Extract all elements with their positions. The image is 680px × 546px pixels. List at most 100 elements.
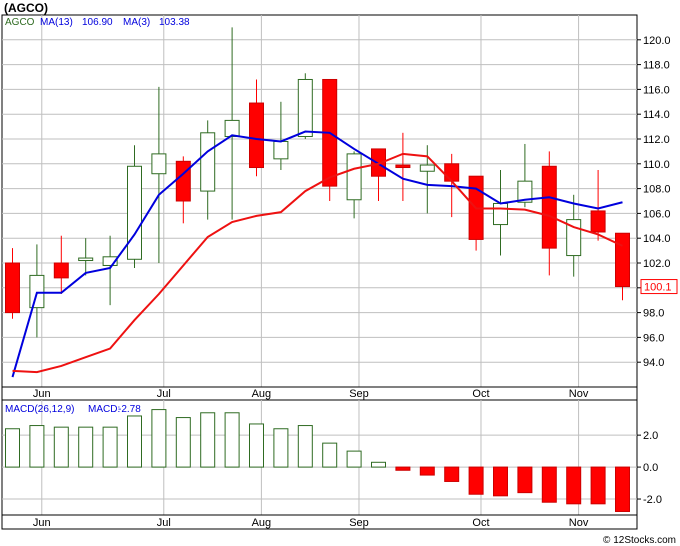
series-line-ma13 [11, 130, 623, 378]
price-y-tick-label: 98.0 [643, 308, 664, 320]
candle-body [273, 140, 289, 160]
macd-bar [53, 426, 69, 468]
macd-bar [78, 426, 94, 468]
macd-bar [5, 428, 20, 468]
macd-y-tick-label: -2.0 [643, 494, 662, 506]
candle-body [444, 163, 460, 182]
macd-bar [127, 415, 142, 468]
macd-y-tick-label: 0.0 [643, 462, 658, 474]
legend-ma3-label: MA(3) [123, 17, 150, 28]
macd-legend-value-label: MACD: [88, 404, 120, 415]
macd-y-tick-label: 2.0 [643, 430, 658, 442]
price-y-tick-label: 118.0 [643, 60, 670, 72]
macd-bar [29, 425, 45, 468]
macd-bars [5, 409, 630, 512]
macd-x-tick-label: Nov [569, 517, 589, 529]
price-legend: AGCO MA(13) 106.90 MA(3) 103.38 [5, 17, 190, 28]
candle-body [590, 210, 606, 233]
price-y-tick-label: 116.0 [643, 84, 670, 96]
legend-ma3-value: 103.38 [159, 17, 190, 28]
price-x-tick-label: Jun [33, 388, 51, 400]
macd-bar [468, 466, 484, 495]
candle-body [346, 153, 362, 201]
macd-legend: MACD(26,12,9) MACD: -2.78 [5, 404, 141, 415]
macd-bar [322, 442, 338, 468]
candle-body [419, 164, 435, 172]
price-x-tick-label: Oct [472, 388, 489, 400]
candle-body [517, 180, 533, 203]
candle-body [395, 164, 411, 169]
moving-average-lines [11, 130, 623, 378]
macd-bar [395, 466, 411, 471]
candle-body [615, 232, 630, 288]
candle-body [127, 165, 142, 260]
macd-legend-value: -2.78 [118, 404, 141, 415]
macd-bar [151, 409, 167, 468]
macd-x-axis: Jun Jul Aug Sep Oct Nov [33, 517, 589, 529]
price-y-tick-label: 112.0 [643, 134, 670, 146]
macd-bar [273, 428, 289, 468]
macd-x-tick-label: Aug [252, 517, 272, 529]
macd-bar [297, 425, 313, 468]
price-y-tick-label: 120.0 [643, 35, 671, 47]
price-panel [1, 14, 638, 388]
candle-body [78, 257, 94, 262]
price-x-tick-label: Sep [349, 388, 369, 400]
macd-x-axis-strip [1, 514, 638, 530]
macd-bar [346, 450, 362, 468]
macd-bar [175, 417, 191, 468]
macd-x-tick-label: Sep [349, 517, 369, 529]
candle-body [371, 148, 386, 177]
price-x-tick-label: Nov [569, 388, 589, 400]
candle-body [224, 119, 240, 138]
price-y-tick-label: 110.0 [643, 159, 670, 171]
macd-bar [590, 466, 606, 505]
candle-body [151, 153, 167, 175]
macd-bar [517, 466, 533, 494]
macd-panel [1, 399, 638, 516]
macd-bar [493, 466, 508, 497]
legend-ma13-label: MA(13) [40, 17, 73, 28]
macd-x-tick-label: Oct [472, 517, 489, 529]
price-x-tick-label: Aug [252, 388, 272, 400]
price-y-tick-label: 108.0 [643, 184, 671, 196]
price-y-tick-label: 114.0 [643, 109, 670, 121]
last-price-tag: 100.1 [640, 279, 678, 295]
price-x-tick-label: Jul [157, 388, 171, 400]
macd-bar [444, 466, 460, 482]
macd-bar [200, 412, 216, 468]
price-y-tick-label: 94.0 [643, 357, 664, 369]
price-x-axis-strip [1, 386, 638, 401]
macd-bar [249, 423, 264, 468]
macd-x-tick-label: Jul [157, 517, 171, 529]
price-y-tick-label: 104.0 [643, 233, 671, 245]
candle-body [541, 165, 557, 249]
macd-bar [102, 426, 118, 468]
last-price-box [640, 279, 678, 295]
macd-bar [541, 466, 557, 503]
candle-body [175, 160, 191, 202]
candle-body [249, 102, 264, 169]
macd-y-axis: 2.0 0.0 -2.0 [637, 430, 662, 506]
candle-body [29, 274, 45, 309]
watermark: © 12Stocks.com [603, 535, 676, 546]
macd-bar [615, 466, 630, 512]
candle-body [53, 262, 69, 279]
macd-bar [419, 466, 435, 476]
candle-body [102, 256, 118, 266]
series-line-ma3 [12, 152, 623, 374]
price-y-tick-label: 96.0 [643, 332, 664, 344]
candle-body [5, 262, 20, 314]
last-price-label: 100.1 [644, 282, 672, 294]
macd-legend-label: MACD(26,12,9) [5, 404, 74, 415]
macd-bar [371, 461, 386, 468]
price-y-tick-label: 106.0 [643, 208, 671, 220]
chart-title: (AGCO) [4, 1, 48, 15]
candle-body [200, 132, 216, 192]
macd-bar [224, 412, 240, 468]
macd-x-tick-label: Jun [33, 517, 51, 529]
legend-ma13-value: 106.90 [82, 17, 113, 28]
macd-bar [566, 466, 582, 505]
price-grid [2, 15, 637, 387]
